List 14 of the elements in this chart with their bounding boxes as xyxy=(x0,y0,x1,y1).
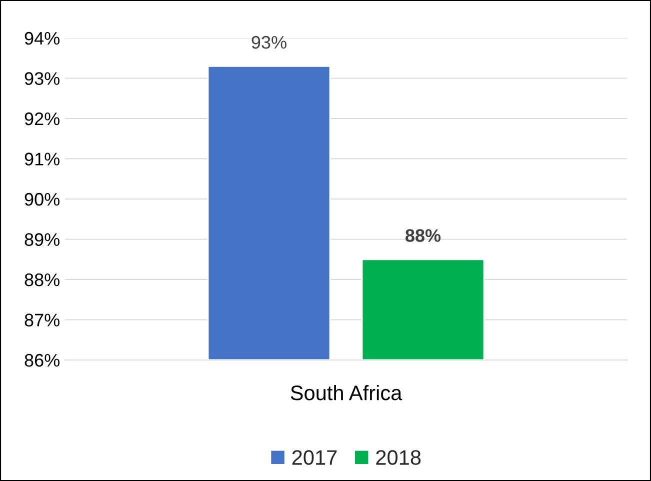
y-tick-label: 86% xyxy=(24,354,60,367)
y-tick-label: 87% xyxy=(24,314,60,326)
y-tick-label: 93% xyxy=(24,72,60,85)
y-tick-label: 88% xyxy=(24,273,60,286)
y-tick-label: 94% xyxy=(24,32,60,45)
data-label: 93% xyxy=(252,36,286,49)
y-tick-label: 91% xyxy=(24,152,60,166)
y-tick-label: 90% xyxy=(24,192,60,206)
y-tick-label: 92% xyxy=(24,112,60,126)
legend-label: 2017 xyxy=(292,450,337,465)
data-label: 88% xyxy=(406,229,441,242)
y-tick-label: 89% xyxy=(24,233,60,246)
x-tick-label: South Africa xyxy=(290,385,402,400)
legend-label: 2018 xyxy=(376,450,421,465)
